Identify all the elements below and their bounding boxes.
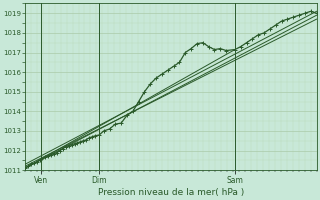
X-axis label: Pression niveau de la mer( hPa ): Pression niveau de la mer( hPa ) [98, 188, 244, 197]
